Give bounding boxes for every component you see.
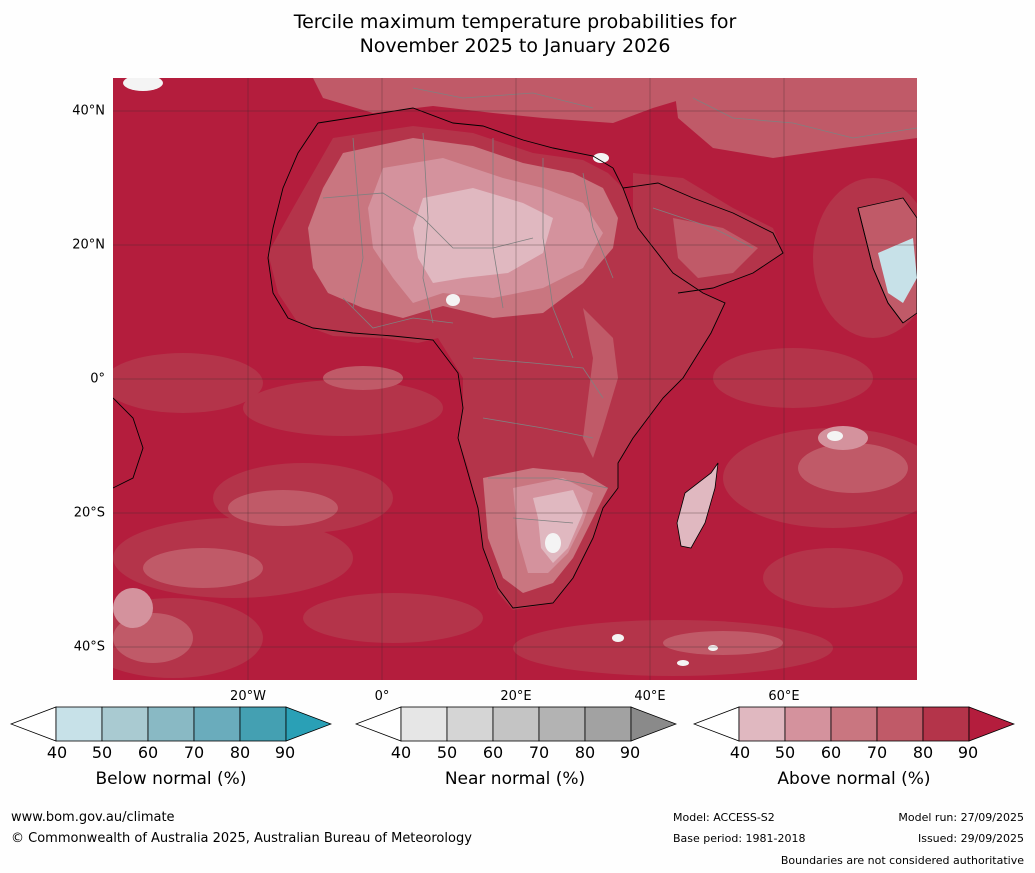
east-africa-band	[583, 308, 618, 458]
ocean-spots-white	[123, 78, 843, 666]
cbar-near-tick: 40	[390, 743, 412, 762]
footer-copyright: © Commonwealth of Australia 2025, Austra…	[11, 831, 472, 846]
cbar-below-tick: 40	[46, 743, 68, 762]
cbar-above-seg-2	[784, 706, 832, 742]
cbar-near-low-extend	[355, 706, 402, 742]
cbar-below-tick: 90	[274, 743, 296, 762]
cbar-below-tick: 70	[183, 743, 205, 762]
cbar-below-seg-4	[193, 706, 241, 742]
cbar-near-seg-4	[538, 706, 586, 742]
india-below-normal	[878, 238, 917, 303]
footer-website[interactable]: www.bom.gov.au/climate	[11, 810, 175, 825]
cbar-near-tick: 60	[482, 743, 504, 762]
cbar-above-tick: 40	[729, 743, 751, 762]
footer-issued: Issued: 29/09/2025	[917, 832, 1024, 845]
lat-label-20s: 20°S	[73, 505, 105, 521]
lon-label-0: 0°	[374, 689, 390, 704]
cbar-above-seg-5	[922, 706, 970, 742]
probability-map	[113, 78, 917, 680]
cbar-above-tick: 90	[957, 743, 979, 762]
arabia-light	[673, 218, 758, 278]
lon-label-40e: 40°E	[634, 689, 666, 704]
cbar-below-high-extend	[285, 706, 332, 742]
cbar-below-seg-3	[147, 706, 195, 742]
europe-land	[313, 78, 703, 123]
cbar-below-low-extend	[10, 706, 57, 742]
cbar-below-tick: 60	[137, 743, 159, 762]
cbar-above-seg-1	[738, 706, 786, 742]
cbar-above-tick: 70	[866, 743, 888, 762]
footer-base-period: Base period: 1981-2018	[673, 832, 806, 845]
coastlines	[113, 107, 904, 609]
lat-label-40n: 40°N	[72, 103, 105, 119]
lat-label-20n: 20°N	[72, 237, 105, 253]
colorbar-near-normal	[355, 706, 677, 742]
cbar-above-tick: 60	[820, 743, 842, 762]
cbar-above-high-extend	[968, 706, 1015, 742]
cbar-above-low-extend	[693, 706, 740, 742]
lon-label-20w: 20°W	[230, 689, 266, 704]
graticule	[113, 78, 917, 680]
cbar-above-label: Above normal (%)	[777, 769, 931, 789]
cbar-near-tick: 90	[619, 743, 641, 762]
cbar-near-tick: 50	[436, 743, 458, 762]
cbar-near-tick: 80	[574, 743, 596, 762]
ocean-patches-light	[113, 366, 908, 663]
colorbar-above-normal-svg	[693, 706, 1015, 742]
southern-africa-spot	[545, 533, 561, 553]
cbar-near-seg-1	[400, 706, 448, 742]
cbar-below-seg-5	[239, 706, 287, 742]
footer-disclaimer: Boundaries are not considered authoritat…	[780, 854, 1024, 867]
colorbar-below-normal	[10, 706, 332, 742]
colorbar-near-normal-svg	[355, 706, 677, 742]
madagascar	[676, 462, 719, 549]
country-borders	[322, 87, 917, 524]
sahara-spot	[446, 294, 460, 306]
mideast-land	[673, 78, 917, 158]
cbar-near-label: Near normal (%)	[444, 769, 586, 789]
cbar-near-seg-5	[584, 706, 632, 742]
cbar-above-tick: 50	[774, 743, 796, 762]
cbar-above-seg-4	[876, 706, 924, 742]
cbar-below-seg-1	[55, 706, 103, 742]
footer-model: Model: ACCESS-S2	[673, 811, 775, 824]
title-line-2: November 2025 to January 2026	[359, 35, 671, 57]
cbar-below-label: Below normal (%)	[95, 769, 247, 789]
colorbar-below-normal-svg	[10, 706, 332, 742]
cbar-near-tick: 70	[528, 743, 550, 762]
cbar-above-seg-3	[830, 706, 878, 742]
footer-model-run: Model run: 27/09/2025	[898, 811, 1024, 824]
map-title: Tercile maximum temperature probabilitie…	[113, 10, 917, 58]
cbar-near-seg-3	[492, 706, 540, 742]
cbar-above-tick: 80	[912, 743, 934, 762]
cbar-below-tick: 50	[91, 743, 113, 762]
colorbar-above-normal	[693, 706, 1015, 742]
lon-label-20e: 20°E	[500, 689, 532, 704]
cbar-below-tick: 80	[229, 743, 251, 762]
lon-label-60e: 60°E	[768, 689, 800, 704]
cbar-near-seg-2	[446, 706, 494, 742]
lat-label-0: 0°	[90, 371, 105, 387]
cbar-below-seg-2	[101, 706, 149, 742]
sahara-lightest	[413, 188, 553, 283]
lat-label-40s: 40°S	[73, 639, 105, 655]
title-line-1: Tercile maximum temperature probabilitie…	[293, 11, 737, 33]
cbar-near-high-extend	[630, 706, 677, 742]
mideast-spot	[593, 153, 609, 163]
